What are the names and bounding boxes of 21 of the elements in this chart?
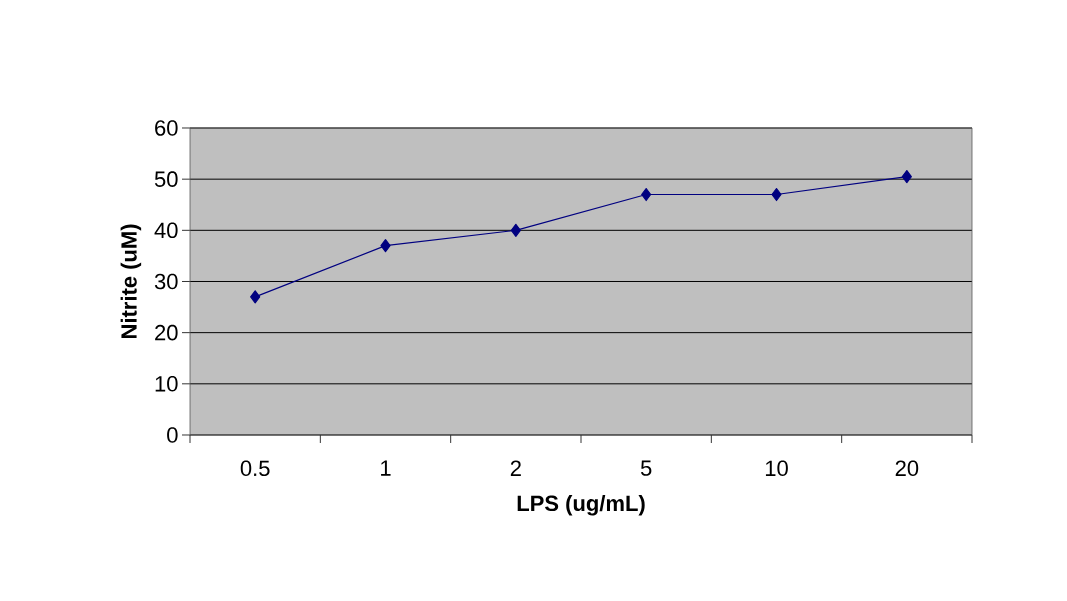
point	[250, 290, 261, 304]
y-tick-label: 60	[155, 120, 178, 136]
y-tick-label: 20	[155, 324, 178, 341]
y-tick-label: 0	[167, 427, 178, 443]
x-axis-title: LPS (ug/mL)	[517, 494, 645, 516]
x-tick-label: 5	[640, 460, 652, 476]
y-tick-label: 40	[154, 222, 178, 239]
x-tick-label: 2	[510, 460, 521, 476]
point	[771, 187, 782, 202]
x-tick-label: 0.5	[240, 460, 270, 477]
y-tick-label: 30	[154, 273, 178, 290]
x-tick-label: 20	[895, 460, 919, 477]
x-tick-label: 10	[765, 460, 788, 477]
point	[380, 239, 391, 253]
y-tick-label: 50	[154, 171, 178, 187]
point	[901, 170, 912, 184]
y-tick-label: 10	[155, 376, 178, 392]
point	[510, 223, 521, 237]
y-axis-title: Nitrite (uM)	[120, 224, 142, 339]
point	[641, 187, 652, 202]
x-tick-label: 1	[381, 460, 391, 476]
